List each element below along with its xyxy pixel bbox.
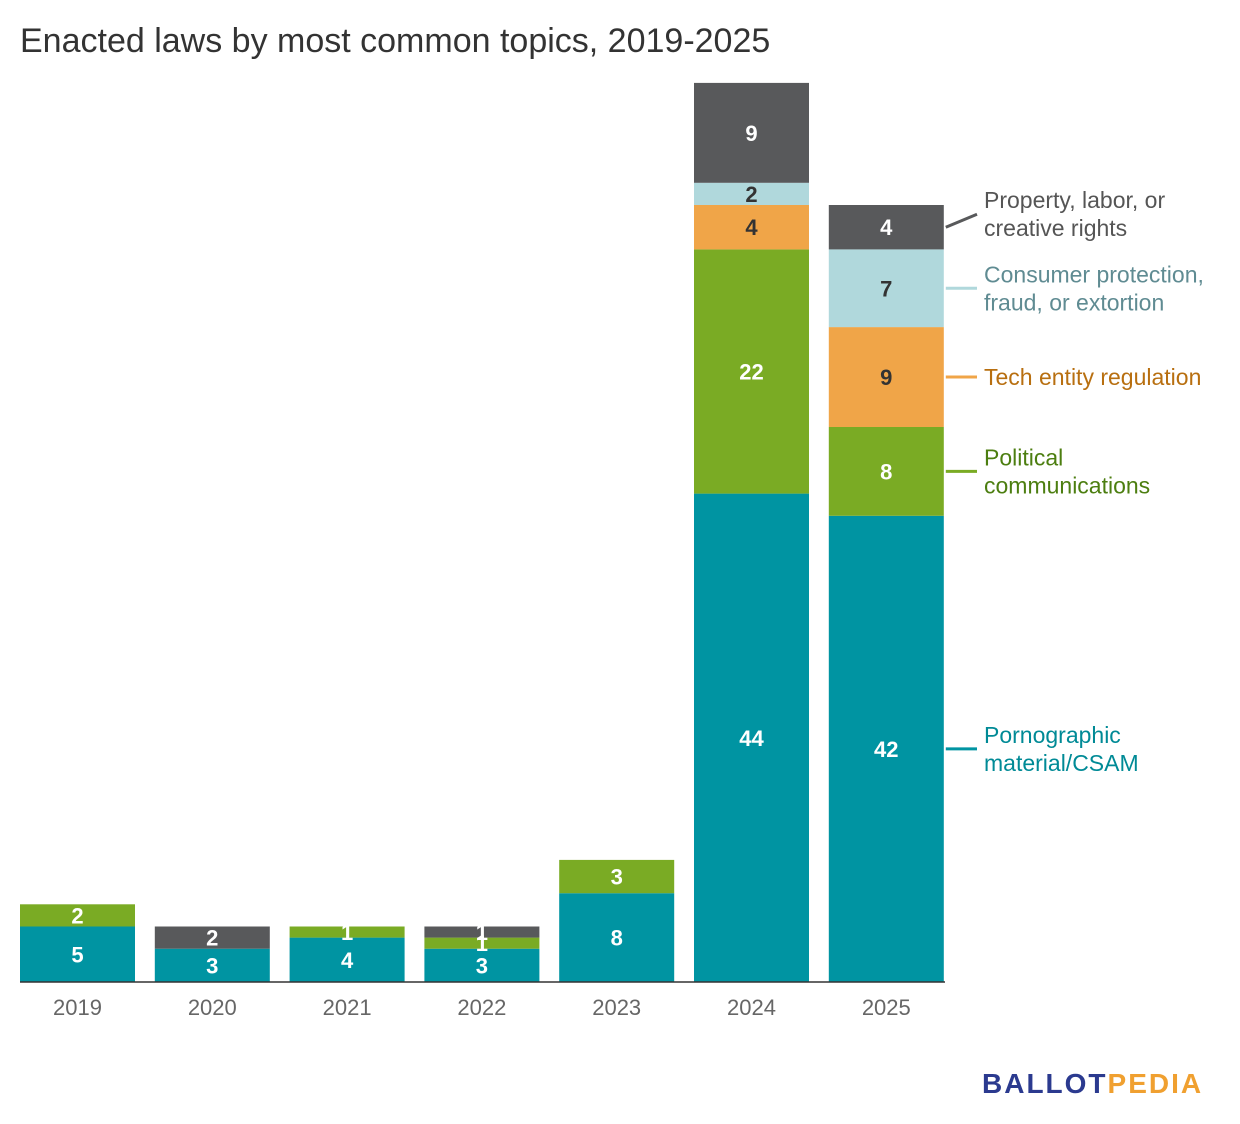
legend-label-4-1: creative rights	[984, 215, 1127, 241]
x-tick-label-2024: 2024	[727, 995, 776, 1020]
bar-label-2024-2: 4	[745, 215, 758, 240]
bar-label-2020-0: 3	[206, 953, 218, 978]
bar-segment-2025-0	[828, 515, 944, 982]
x-tick-label-2023: 2023	[592, 995, 641, 1020]
chart-title: Enacted laws by most common topics, 2019…	[20, 22, 771, 60]
bar-label-2024-0: 44	[739, 726, 764, 751]
bar-segment-2025-1	[828, 427, 944, 516]
bar-segment-2020-4	[154, 926, 270, 949]
legend-connector-4	[945, 212, 978, 229]
bar-segment-2022-1	[424, 937, 540, 949]
bar-label-2025-0: 42	[874, 737, 898, 762]
bar-segment-2025-3	[828, 249, 944, 328]
legend-label-4-0: Property, labor, or	[984, 187, 1165, 213]
logo-part-2: PEDIA	[1107, 1068, 1204, 1099]
bar-label-2025-4: 4	[880, 215, 893, 240]
bar-label-2022-1: 1	[476, 931, 488, 956]
bars-group	[20, 82, 944, 982]
bar-label-2019-0: 5	[71, 942, 83, 967]
x-tick-label-2020: 2020	[188, 995, 237, 1020]
bar-segment-2024-4	[694, 82, 809, 183]
bar-label-2022-0: 3	[476, 953, 488, 978]
bar-label-2023-1: 3	[611, 865, 623, 890]
bar-segment-2024-3	[694, 182, 809, 205]
x-tick-label-2019: 2019	[53, 995, 102, 1020]
bar-segment-2022-0	[424, 948, 540, 982]
bar-label-2020-4: 2	[206, 926, 218, 951]
x-tick-label-2021: 2021	[323, 995, 372, 1020]
bar-segment-2021-1	[289, 926, 405, 938]
bar-label-2024-3: 2	[745, 182, 757, 207]
bar-label-2024-1: 22	[739, 360, 763, 385]
bar-segment-2024-2	[694, 205, 809, 250]
x-tick-label-2022: 2022	[457, 995, 506, 1020]
bar-segment-2024-0	[694, 493, 809, 982]
bar-label-2025-1: 8	[880, 459, 892, 484]
legend-label-0-1: material/CSAM	[984, 750, 1139, 776]
bar-label-2022-4: 1	[476, 920, 488, 945]
legend-label-1-1: communications	[984, 472, 1150, 498]
legend-label-3-0: Consumer protection,	[984, 261, 1204, 287]
bar-segment-2021-0	[289, 937, 405, 982]
bar-label-2024-4: 9	[745, 121, 757, 146]
bar-segment-2019-0	[20, 926, 135, 982]
bar-segment-2025-4	[828, 205, 944, 250]
bar-segment-2023-1	[559, 859, 675, 894]
logo-part-1: BALLOT	[982, 1068, 1108, 1099]
bar-label-2021-1: 1	[341, 920, 353, 945]
bar-segment-2024-1	[694, 249, 809, 494]
x-tick-labels-group: 2019 2020 2021 2022 2023 2024 2025	[53, 995, 911, 1020]
bar-label-2023-0: 8	[611, 926, 623, 951]
bar-label-2021-0: 4	[341, 948, 354, 973]
legend-label-2-0: Tech entity regulation	[984, 364, 1201, 390]
bar-label-2025-2: 9	[880, 365, 892, 390]
bar-segment-2023-0	[559, 893, 675, 982]
bar-segment-2025-2	[828, 327, 944, 427]
x-tick-label-2025: 2025	[862, 995, 911, 1020]
legend-label-0-0: Pornographic	[984, 722, 1121, 748]
bar-segment-2022-4	[424, 926, 540, 938]
legend-label-1-0: Political	[984, 444, 1063, 470]
legend-label-3-1: fraud, or extortion	[984, 289, 1164, 315]
bar-segment-2020-0	[154, 948, 270, 982]
ballotpedia-logo: BALLOTPEDIA	[982, 1068, 1203, 1100]
bar-segment-2019-1	[20, 904, 135, 927]
bar-label-2019-1: 2	[71, 903, 83, 928]
bar-label-2025-3: 7	[880, 276, 892, 301]
